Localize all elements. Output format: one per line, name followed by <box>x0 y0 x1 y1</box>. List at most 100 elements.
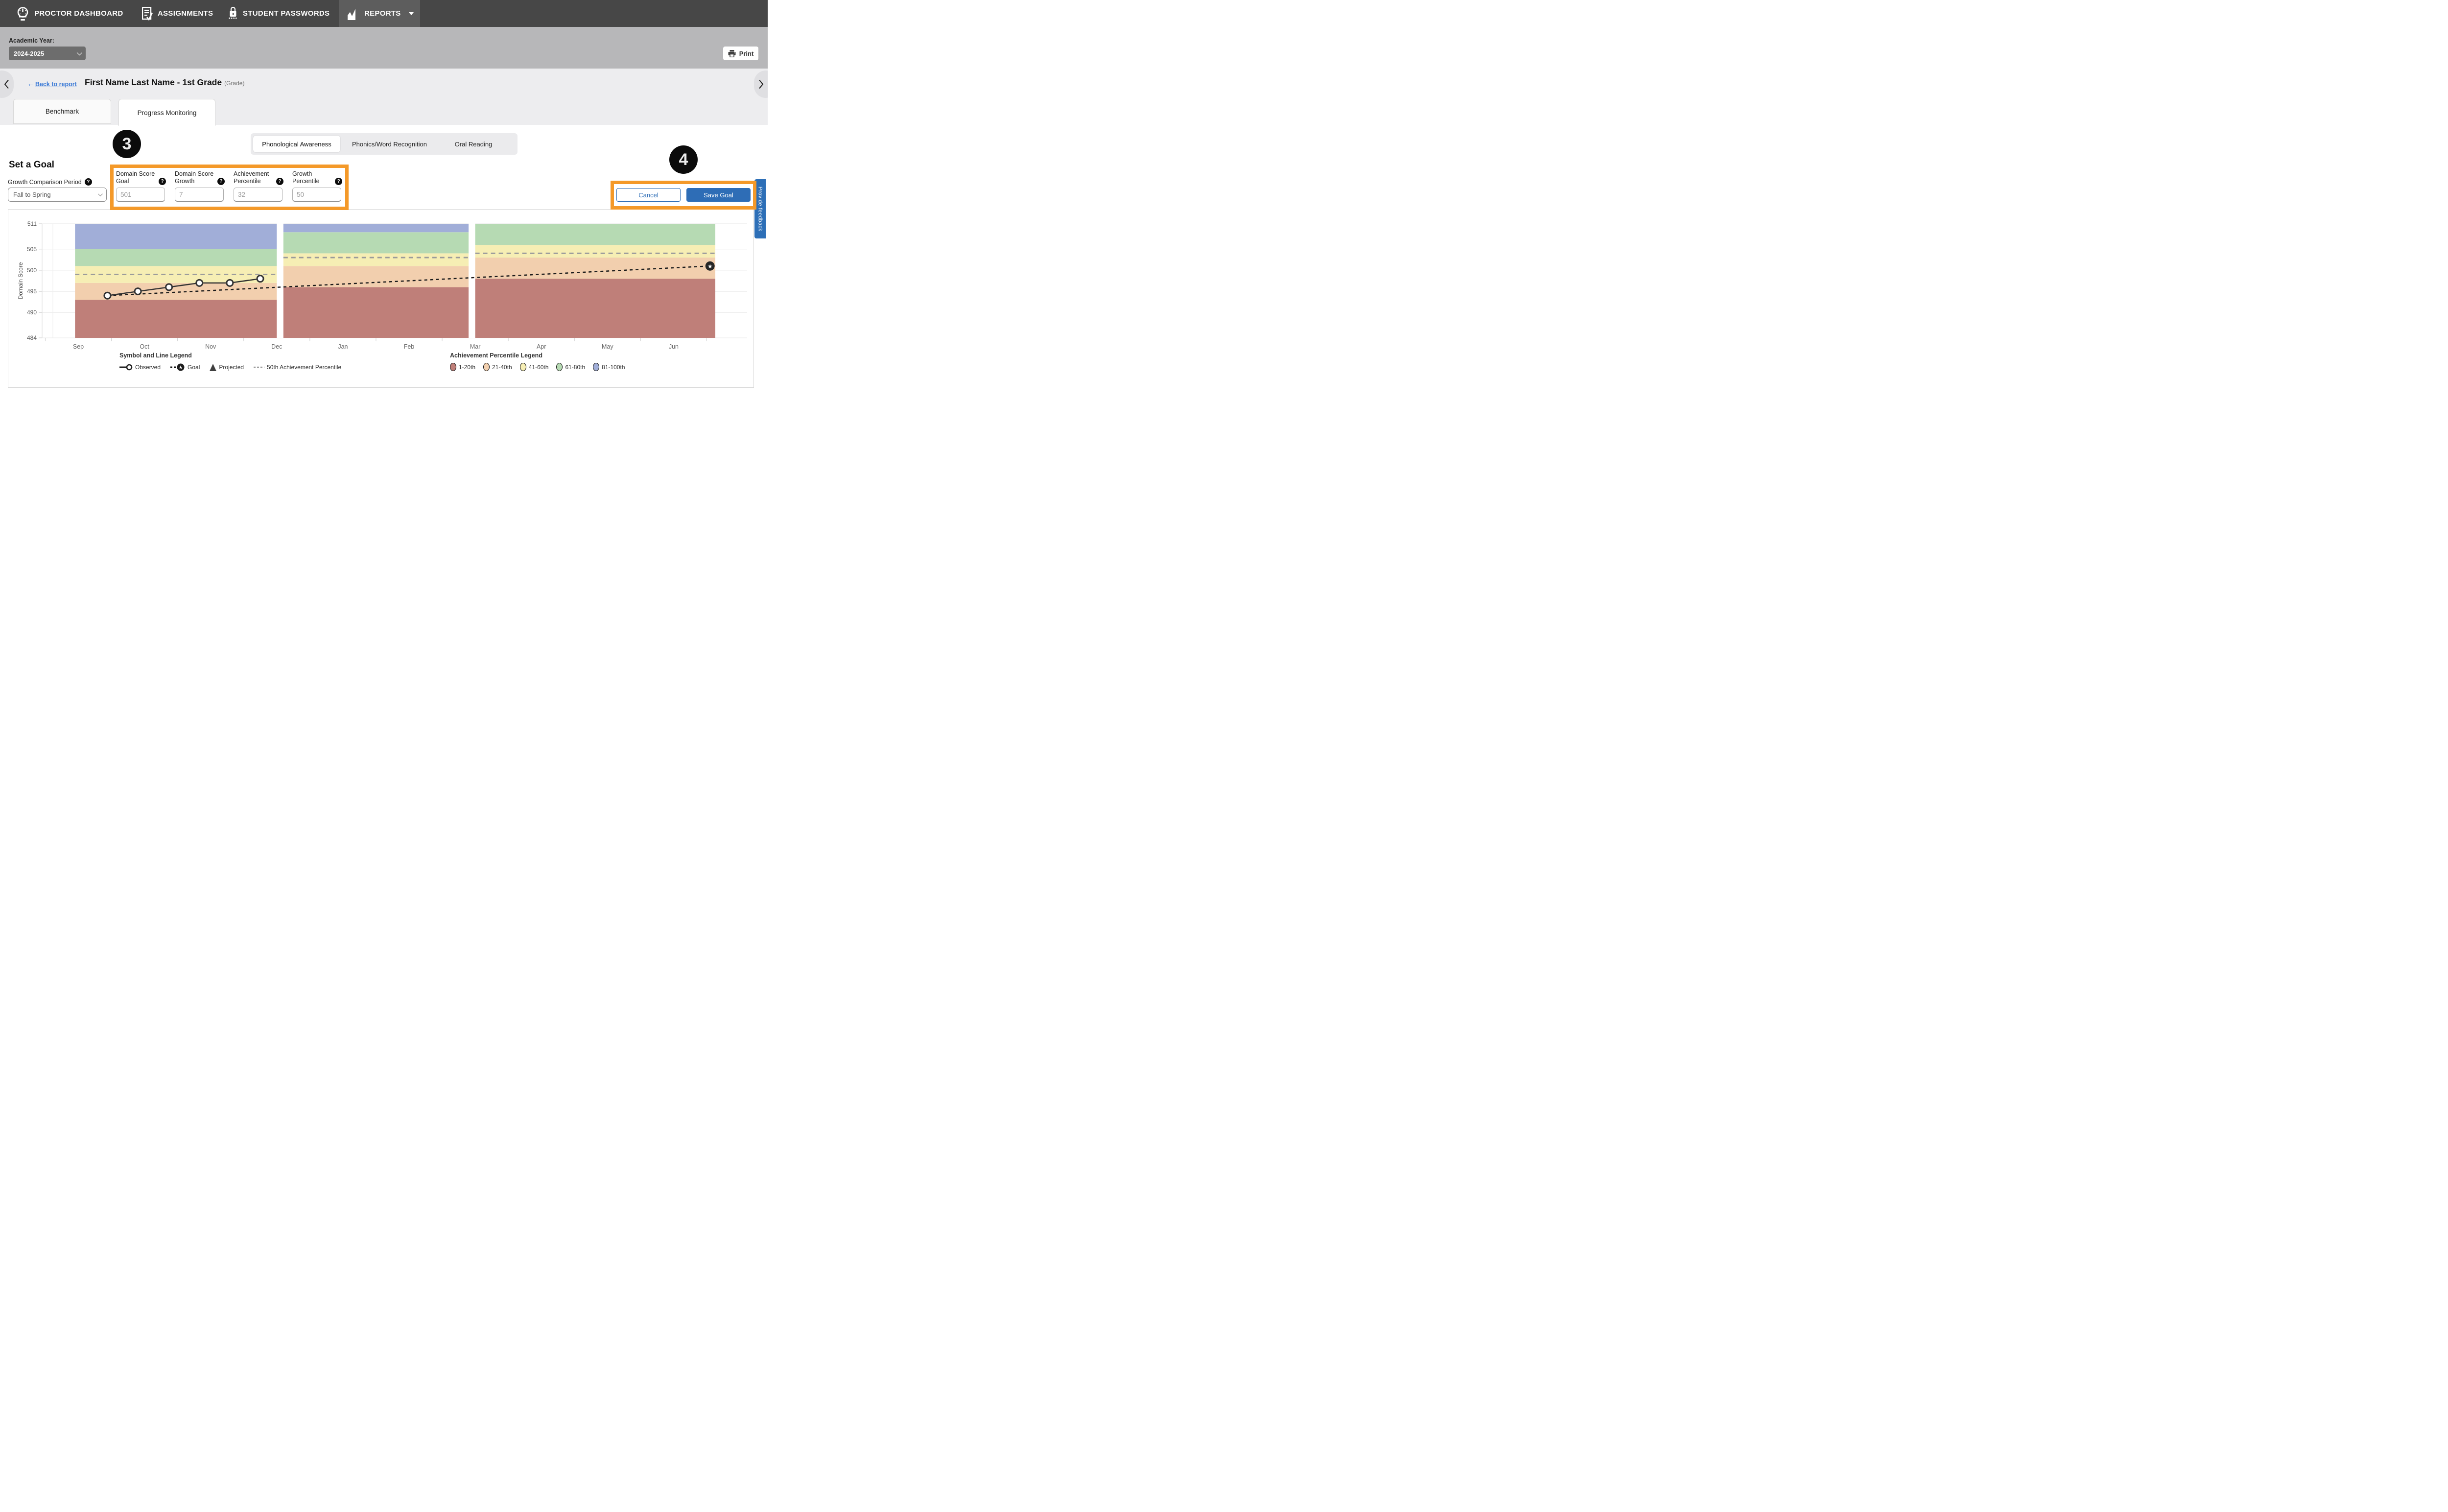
subtab-phonological-awareness[interactable]: Phonological Awareness <box>253 136 340 152</box>
annotation-box-goal-fields <box>110 165 349 210</box>
growth-comparison-period-text: Growth Comparison Period <box>8 179 82 186</box>
legend-item-50th-percentile: 50th Achievement Percentile <box>254 364 341 371</box>
top-navigation: PROCTOR DASHBOARD ASSIGNMENTS **** STUDE… <box>0 0 768 27</box>
legend-item-observed: Observed <box>119 363 161 371</box>
academic-year-value: 2024-2025 <box>14 50 44 57</box>
svg-text:Jun: Jun <box>669 343 679 350</box>
legend-item-band: 21-40th <box>483 363 512 371</box>
nav-student-passwords[interactable]: **** STUDENT PASSWORDS <box>220 0 337 27</box>
reports-chart-icon <box>347 7 359 21</box>
cancel-button[interactable]: Cancel <box>616 188 681 202</box>
back-to-report-link[interactable]: ← Back to report <box>27 80 77 89</box>
growth-comparison-period-value: Fall to Spring <box>13 191 51 198</box>
tab-progress-monitoring[interactable]: Progress Monitoring <box>118 99 215 126</box>
svg-text:505: 505 <box>27 246 37 253</box>
symbol-line-legend: Symbol and Line Legend Observed ★ Goal P… <box>119 352 351 372</box>
svg-text:Apr: Apr <box>537 343 546 350</box>
subtab-label: Phonological Awareness <box>262 141 331 148</box>
svg-text:★: ★ <box>707 263 713 270</box>
legend-item-goal: ★ Goal <box>170 363 200 372</box>
legend-label: Projected <box>219 364 244 371</box>
growth-comparison-period-select[interactable]: Fall to Spring <box>8 188 107 202</box>
observed-line-icon <box>119 363 133 371</box>
help-icon[interactable]: ? <box>85 178 92 186</box>
band-swatch <box>450 363 456 371</box>
nav-proctor-dashboard[interactable]: PROCTOR DASHBOARD <box>8 0 131 27</box>
svg-text:490: 490 <box>27 309 37 316</box>
svg-text:Feb: Feb <box>404 343 415 350</box>
back-to-report-label: Back to report <box>35 81 77 88</box>
svg-text:Jan: Jan <box>338 343 348 350</box>
scroll-right-button[interactable] <box>754 71 768 98</box>
subtab-label: Phonics/Word Recognition <box>352 141 427 148</box>
svg-text:484: 484 <box>27 334 37 341</box>
tab-benchmark-label: Benchmark <box>46 108 79 115</box>
legend-title: Achievement Percentile Legend <box>450 352 633 359</box>
assignments-checklist-icon <box>142 7 153 21</box>
subtab-phonics-word-recognition[interactable]: Phonics/Word Recognition <box>347 133 432 155</box>
print-button[interactable]: Print <box>723 47 758 60</box>
nav-reports[interactable]: REPORTS <box>339 0 420 27</box>
report-header-band: ← Back to report First Name Last Name - … <box>0 69 768 125</box>
legend-label: Goal <box>188 364 200 371</box>
legend-label: 1-20th <box>459 364 475 371</box>
band-swatch <box>593 363 599 371</box>
scroll-left-button[interactable] <box>0 71 14 98</box>
nav-assignments[interactable]: ASSIGNMENTS <box>134 0 221 27</box>
progress-monitoring-chart: 511505500495490484Domain ScoreSepOctNovD… <box>8 210 753 352</box>
band-swatch <box>556 363 563 371</box>
legend-label: 61-80th <box>565 364 585 371</box>
legend-item-band: 81-100th <box>593 363 625 371</box>
annotation-number: 3 <box>122 135 132 154</box>
svg-text:500: 500 <box>27 267 37 274</box>
projected-triangle-icon <box>210 364 216 371</box>
svg-text:511: 511 <box>27 220 37 227</box>
grade-suffix: (Grade) <box>224 80 244 87</box>
svg-text:Nov: Nov <box>205 343 216 350</box>
legend-item-band: 1-20th <box>450 363 475 371</box>
padlock-icon: **** <box>228 6 238 21</box>
svg-text:495: 495 <box>27 288 37 295</box>
legend-label: 41-60th <box>529 364 549 371</box>
tab-progress-monitoring-label: Progress Monitoring <box>138 109 197 117</box>
legend-item-band: 41-60th <box>520 363 549 371</box>
student-report-title: First Name Last Name - 1st Grade(Grade) <box>85 77 244 88</box>
subtab-oral-reading[interactable]: Oral Reading <box>439 133 508 155</box>
nav-label: REPORTS <box>364 9 401 18</box>
academic-year-select[interactable]: 2024-2025 <box>9 47 86 60</box>
svg-text:★: ★ <box>179 365 183 371</box>
svg-text:Mar: Mar <box>470 343 481 350</box>
legend-label: 81-100th <box>602 364 625 371</box>
svg-text:Dec: Dec <box>271 343 282 350</box>
tab-benchmark[interactable]: Benchmark <box>13 99 111 124</box>
chevron-down-icon <box>409 12 414 15</box>
nav-label: STUDENT PASSWORDS <box>243 9 330 18</box>
legend-label: Observed <box>135 364 161 371</box>
legend-item-band: 61-80th <box>556 363 585 371</box>
legend-item-projected: Projected <box>210 364 244 371</box>
percentile-line-icon <box>254 365 264 370</box>
growth-comparison-period-label: Growth Comparison Period ? <box>8 178 92 186</box>
nav-label: ASSIGNMENTS <box>158 9 213 18</box>
nav-label: PROCTOR DASHBOARD <box>34 9 123 18</box>
annotation-number: 4 <box>679 150 688 169</box>
toolbar: Academic Year: 2024-2025 Print <box>0 27 768 69</box>
left-arrow-icon: ← <box>27 80 35 89</box>
set-a-goal-heading: Set a Goal <box>9 160 54 170</box>
annotation-step-3: 3 <box>113 130 141 158</box>
legend-label: 21-40th <box>492 364 512 371</box>
student-name-grade: First Name Last Name - 1st Grade <box>85 77 222 87</box>
domain-subtabs: Phonological Awareness Phonics/Word Reco… <box>251 133 518 155</box>
achievement-percentile-legend: Achievement Percentile Legend 1-20th 21-… <box>450 352 633 371</box>
save-goal-button[interactable]: Save Goal <box>686 188 751 202</box>
academic-year-label: Academic Year: <box>9 37 54 44</box>
band-swatch <box>520 363 526 371</box>
chevron-down-icon <box>77 50 82 55</box>
annotation-step-4: 4 <box>669 145 698 174</box>
print-label: Print <box>739 50 754 57</box>
goal-line-icon: ★ <box>170 363 185 372</box>
svg-text:Domain Score: Domain Score <box>17 262 24 299</box>
password-stars: **** <box>229 18 237 21</box>
chevron-left-icon <box>4 79 9 89</box>
legend-title: Symbol and Line Legend <box>119 352 351 359</box>
